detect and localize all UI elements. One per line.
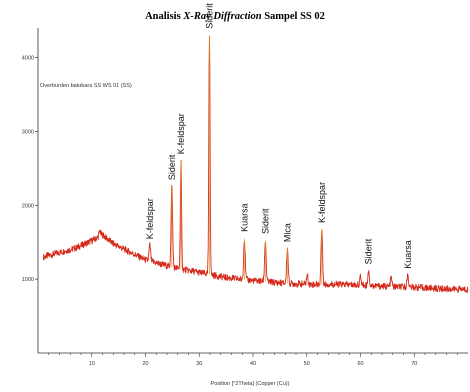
title-emphasis: X-Ray Diffraction [183,11,262,22]
y-tick-label: 1000 [22,277,34,283]
peak-label: Siderit [260,208,270,234]
peak-label: Siderit [167,154,177,180]
peak-label: Kuarsa [239,203,249,232]
peak-label: Mica [282,223,292,242]
chart-trace [42,35,469,294]
x-tick-label: 40 [250,361,256,367]
x-tick-label: 70 [411,361,417,367]
y-tick-label: 4000 [22,56,34,62]
peak-label: Kuarsa [403,240,413,269]
peak-label: K-feldspar [176,113,186,154]
x-tick-label: 60 [357,361,363,367]
peak-label: K-feldspar [317,182,327,223]
peak-label: Siderit [204,3,214,29]
x-tick-label: 10 [89,361,95,367]
sample-label: Overburden batubara SS WS 01 (SS) [40,83,132,89]
x-tick-label: 20 [142,361,148,367]
y-tick-label: 3000 [22,129,34,135]
peak-label: Siderit [364,238,374,264]
peak-label: K-feldspar [145,198,155,239]
x-tick-label: 50 [304,361,310,367]
page-title: Analisis X-Ray Diffraction Sampel SS 02 [0,11,470,22]
title-prefix: Analisis [145,11,184,22]
x-tick-label: 30 [196,361,202,367]
y-tick-label: 2000 [22,203,34,209]
title-suffix: Sampel SS 02 [261,11,325,22]
x-axis-label: Position [°2Theta] (Copper (Cu)) [211,381,290,387]
chart-axes: 1000 2000 3000 4000 10 20 30 40 50 60 70 [22,28,468,367]
xrd-trace-line [42,35,469,294]
chart-annotations: K-feldsparSideritK-feldsparSideritKuarsa… [145,3,413,269]
